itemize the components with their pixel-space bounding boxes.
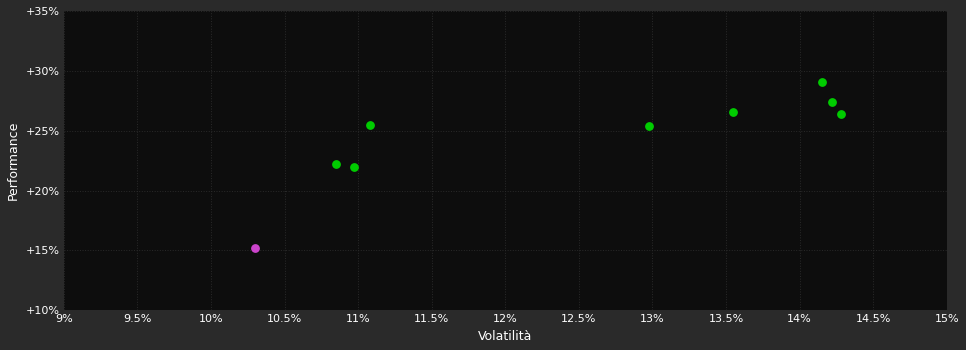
Y-axis label: Performance: Performance <box>7 121 20 200</box>
Point <box>346 164 361 169</box>
Point <box>814 79 830 84</box>
Point <box>247 245 263 251</box>
Point <box>328 161 344 167</box>
Point <box>824 99 839 105</box>
Point <box>725 109 741 114</box>
Point <box>833 111 848 117</box>
Point <box>362 122 378 127</box>
Point <box>641 123 657 129</box>
X-axis label: Volatilità: Volatilità <box>478 330 532 343</box>
